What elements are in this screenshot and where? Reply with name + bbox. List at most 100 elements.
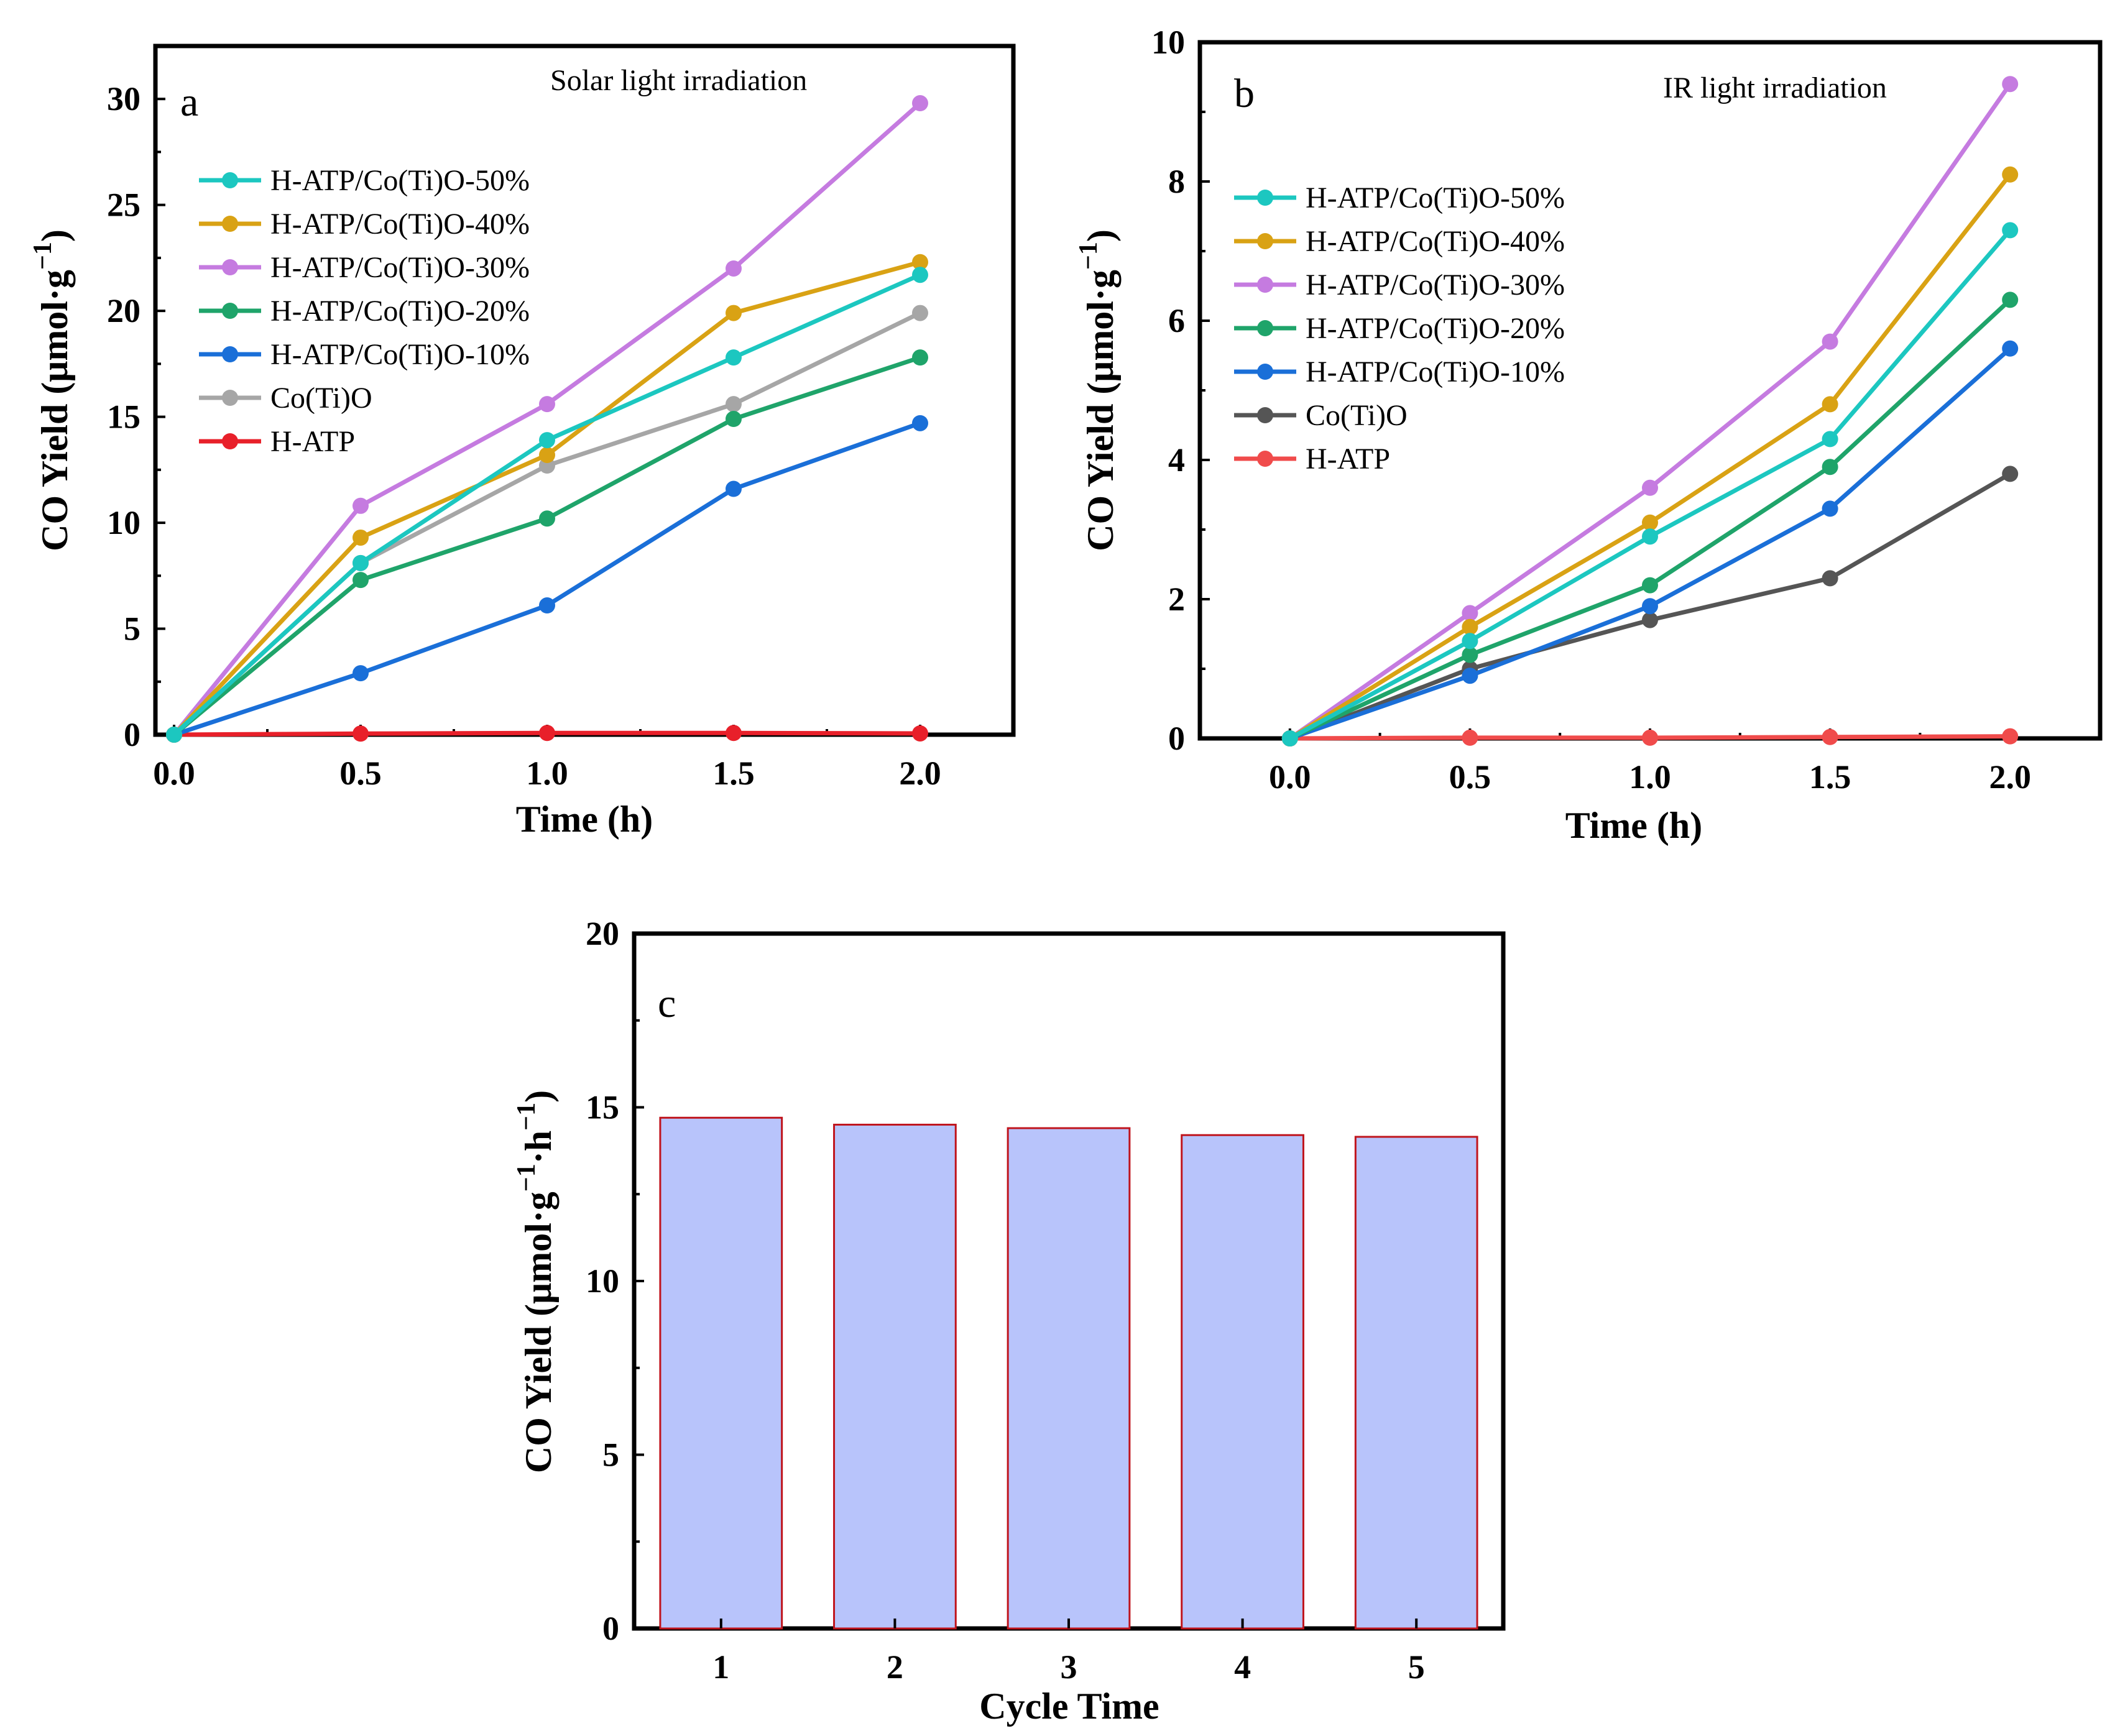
panel-b-legend-label: H-ATP/Co(Ti)O-30% <box>1306 269 1565 301</box>
panel-a-y-axis-label: CO Yield (μmol·g−1) <box>29 229 75 551</box>
panel-c-label: c <box>658 981 676 1026</box>
panel-a-x-tick-label: 1.0 <box>526 755 568 792</box>
panel-b-ticks: 0.0 0.5 1.0 1.5 2.0 0 2 4 6 8 10 <box>1151 24 2031 796</box>
panel-b-data-point <box>1822 431 1838 448</box>
panel-a-data-point <box>726 349 742 366</box>
panel-b-legend-marker <box>1257 190 1273 206</box>
panel-a-data-point <box>353 529 369 546</box>
panel-b-legend-marker <box>1257 277 1273 293</box>
panel-a-y-axis-label-close: ) <box>34 229 75 242</box>
panel-a-data-point <box>726 725 742 742</box>
panel-a-x-tick-label: 0.5 <box>339 755 382 792</box>
panel-a-data-point <box>726 305 742 321</box>
panel-a-legend-marker <box>222 433 238 449</box>
panel-b-data-point <box>2002 340 2019 357</box>
panel-a-series <box>166 95 928 743</box>
panel-b-legend-label: Co(Ti)O <box>1306 399 1408 432</box>
panel-a-data-point <box>912 415 928 431</box>
panel-a-y-tick-label: 10 <box>107 504 141 541</box>
panel-b-y-axis-label-sup: −1 <box>1074 242 1103 270</box>
panel-a-legend-marker <box>222 390 238 406</box>
panel-a-y-axis-label-sup: −1 <box>29 242 57 270</box>
panel-b-legend-marker <box>1257 451 1273 467</box>
panel-b-x-tick-label: 0.5 <box>1449 758 1491 796</box>
panel-c-bar <box>833 1123 957 1630</box>
panel-a-data-point <box>539 432 555 449</box>
panel-a-legend: H-ATP/Co(Ti)O-50% H-ATP/Co(Ti)O-40% H-ATP/… <box>199 164 530 458</box>
panel-c-x-tick-label: 3 <box>1061 1648 1077 1686</box>
panel-a: 0.0 0.5 1.0 1.5 2.0 0 5 10 15 20 25 30 H-ATP/Co(Ti)… <box>29 44 1016 840</box>
panel-c-y-axis-label-sup2: −1 <box>512 1103 541 1131</box>
panel-a-data-point <box>912 349 928 366</box>
panel-b-data-point <box>1642 729 1658 746</box>
panel-b-legend-label: H-ATP/Co(Ti)O-50% <box>1306 181 1565 214</box>
panel-a-legend-label: H-ATP/Co(Ti)O-30% <box>270 251 530 284</box>
panel-c-bars <box>659 1116 1478 1630</box>
panel-c: 1 2 3 4 5 0 5 10 15 20 c Cycle Time CO Yield (μmo… <box>512 915 1506 1727</box>
panel-a-data-point <box>539 446 555 463</box>
panel-b-data-point <box>2002 466 2019 482</box>
panel-a-series-line <box>172 260 921 737</box>
panel-a-data-point <box>726 396 742 413</box>
panel-c-y-tick-label: 5 <box>602 1436 619 1474</box>
panel-a-y-tick-label: 25 <box>107 186 141 224</box>
panel-b-legend-marker <box>1257 233 1273 249</box>
panel-a-data-point <box>726 260 742 277</box>
panel-b-legend-marker <box>1257 364 1273 380</box>
panel-b-y-tick-label: 4 <box>1168 441 1185 479</box>
panel-b-y-tick-label: 2 <box>1168 581 1185 618</box>
panel-c-y-tick-label: 20 <box>586 915 619 952</box>
panel-b-data-point <box>2002 76 2019 93</box>
panel-a-data-point <box>539 510 555 527</box>
panel-c-x-tick-label: 2 <box>887 1648 903 1686</box>
panel-a-annotation: Solar light irradiation <box>550 64 807 97</box>
panel-c-y-tick-label: 10 <box>586 1262 619 1300</box>
panel-a-y-tick-label: 0 <box>124 716 141 753</box>
panel-b-data-point <box>1462 633 1478 650</box>
panel-a-legend-marker <box>222 303 238 319</box>
panel-a-data-point <box>539 725 555 742</box>
panel-b-x-tick-label: 0.0 <box>1269 758 1311 796</box>
panel-b-data-point <box>1281 730 1298 746</box>
panel-c-x-tick-label: 1 <box>712 1648 729 1686</box>
panel-b-data-point <box>1642 528 1658 545</box>
panel-b-data-point <box>1462 668 1478 684</box>
panel-a-y-tick-label: 20 <box>107 292 141 329</box>
panel-a-legend-label: H-ATP/Co(Ti)O-10% <box>270 338 530 371</box>
panel-a-data-point <box>353 725 369 742</box>
panel-a-x-tick-label: 2.0 <box>899 755 941 792</box>
panel-b-x-axis-label: Time (h) <box>1565 805 1703 846</box>
panel-a-label: a <box>180 80 198 125</box>
panel-b-data-point <box>1822 396 1838 413</box>
panel-c-x-tick-label: 4 <box>1234 1648 1251 1686</box>
panel-b-annotation: IR light irradiation <box>1663 71 1887 104</box>
panel-c-y-axis-label-close: ) <box>518 1090 559 1103</box>
panel-b-y-tick-label: 0 <box>1168 720 1185 757</box>
panel-b-data-point <box>2002 728 2019 745</box>
panel-c-bar <box>659 1116 783 1630</box>
panel-a-data-point <box>166 727 182 743</box>
panel-a-x-tick-label: 0.0 <box>153 755 195 792</box>
panel-a-y-tick-label: 30 <box>107 80 141 117</box>
panel-b-x-tick-label: 1.0 <box>1629 758 1671 796</box>
panel-b-y-axis-label-main: CO Yield (μmol·g <box>1080 270 1121 551</box>
panel-c-y-axis-label: CO Yield (μmol·g−1·h−1) <box>512 1090 559 1473</box>
panel-b-y-tick-label: 8 <box>1168 163 1185 200</box>
panel-a-data-point <box>353 572 369 589</box>
panel-a-legend-label: H-ATP/Co(Ti)O-20% <box>270 295 530 328</box>
panel-b-data-point <box>1822 459 1838 475</box>
panel-b-data-point <box>1462 618 1478 635</box>
panel-a-legend-marker <box>222 259 238 275</box>
panel-b-data-point <box>1642 598 1658 615</box>
panel-b-data-point <box>1642 577 1658 594</box>
panel-c-bar <box>1354 1136 1478 1630</box>
panel-a-data-point <box>539 597 555 614</box>
panel-b-series <box>1281 76 2019 746</box>
panel-b-x-tick-label: 1.5 <box>1809 758 1851 796</box>
panel-c-y-axis-label-main: CO Yield (μmol·g <box>518 1192 559 1473</box>
panel-b-legend: H-ATP/Co(Ti)O-50% H-ATP/Co(Ti)O-40% H-ATP/… <box>1234 181 1565 475</box>
panel-b-legend-marker <box>1257 320 1273 336</box>
panel-c-x-tick-label: 5 <box>1408 1648 1425 1686</box>
panel-a-y-tick-label: 5 <box>124 610 141 648</box>
